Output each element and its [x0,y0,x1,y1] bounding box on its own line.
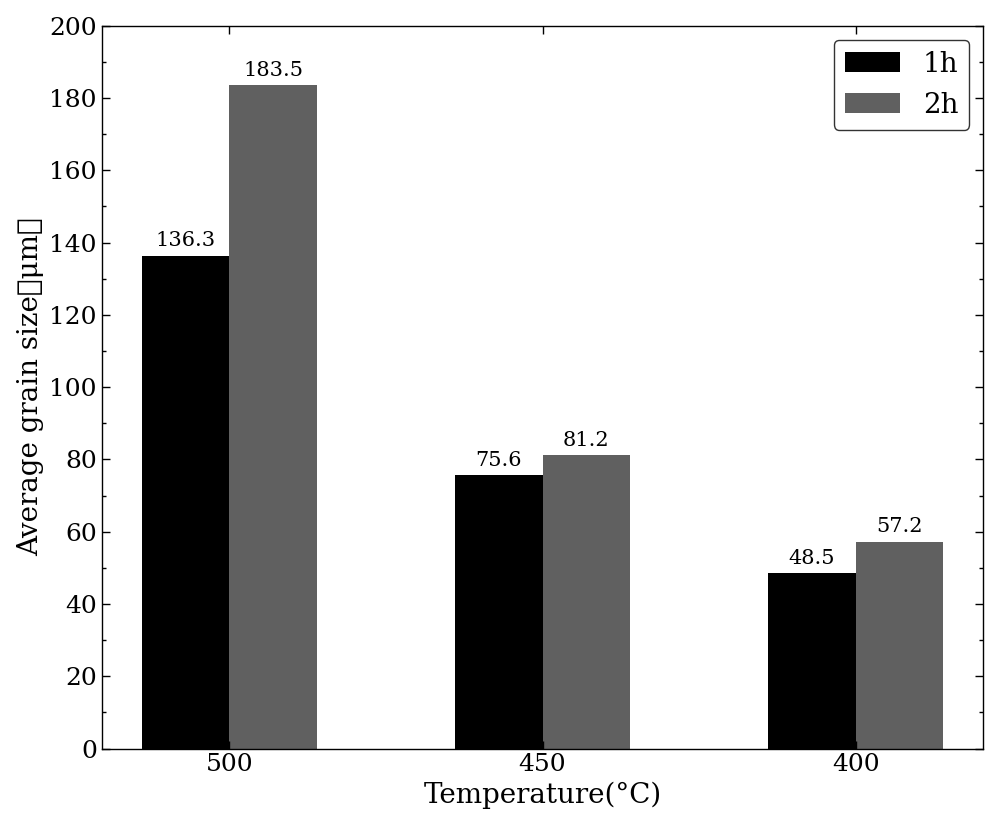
Text: 48.5: 48.5 [789,548,835,567]
Legend: 1h, 2h: 1h, 2h [834,40,969,130]
X-axis label: Temperature(°C): Temperature(°C) [423,782,662,809]
Bar [229,85,317,748]
Y-axis label: Average grain size（μm）: Average grain size（μm） [17,218,44,557]
Bar [543,455,630,748]
Bar [455,475,543,748]
Text: 57.2: 57.2 [876,517,923,536]
Text: 136.3: 136.3 [156,231,216,250]
Bar [768,573,856,748]
Bar [856,542,943,748]
Text: 183.5: 183.5 [243,61,303,80]
Bar [142,256,229,748]
Text: 75.6: 75.6 [475,451,522,470]
Text: 81.2: 81.2 [563,430,610,449]
